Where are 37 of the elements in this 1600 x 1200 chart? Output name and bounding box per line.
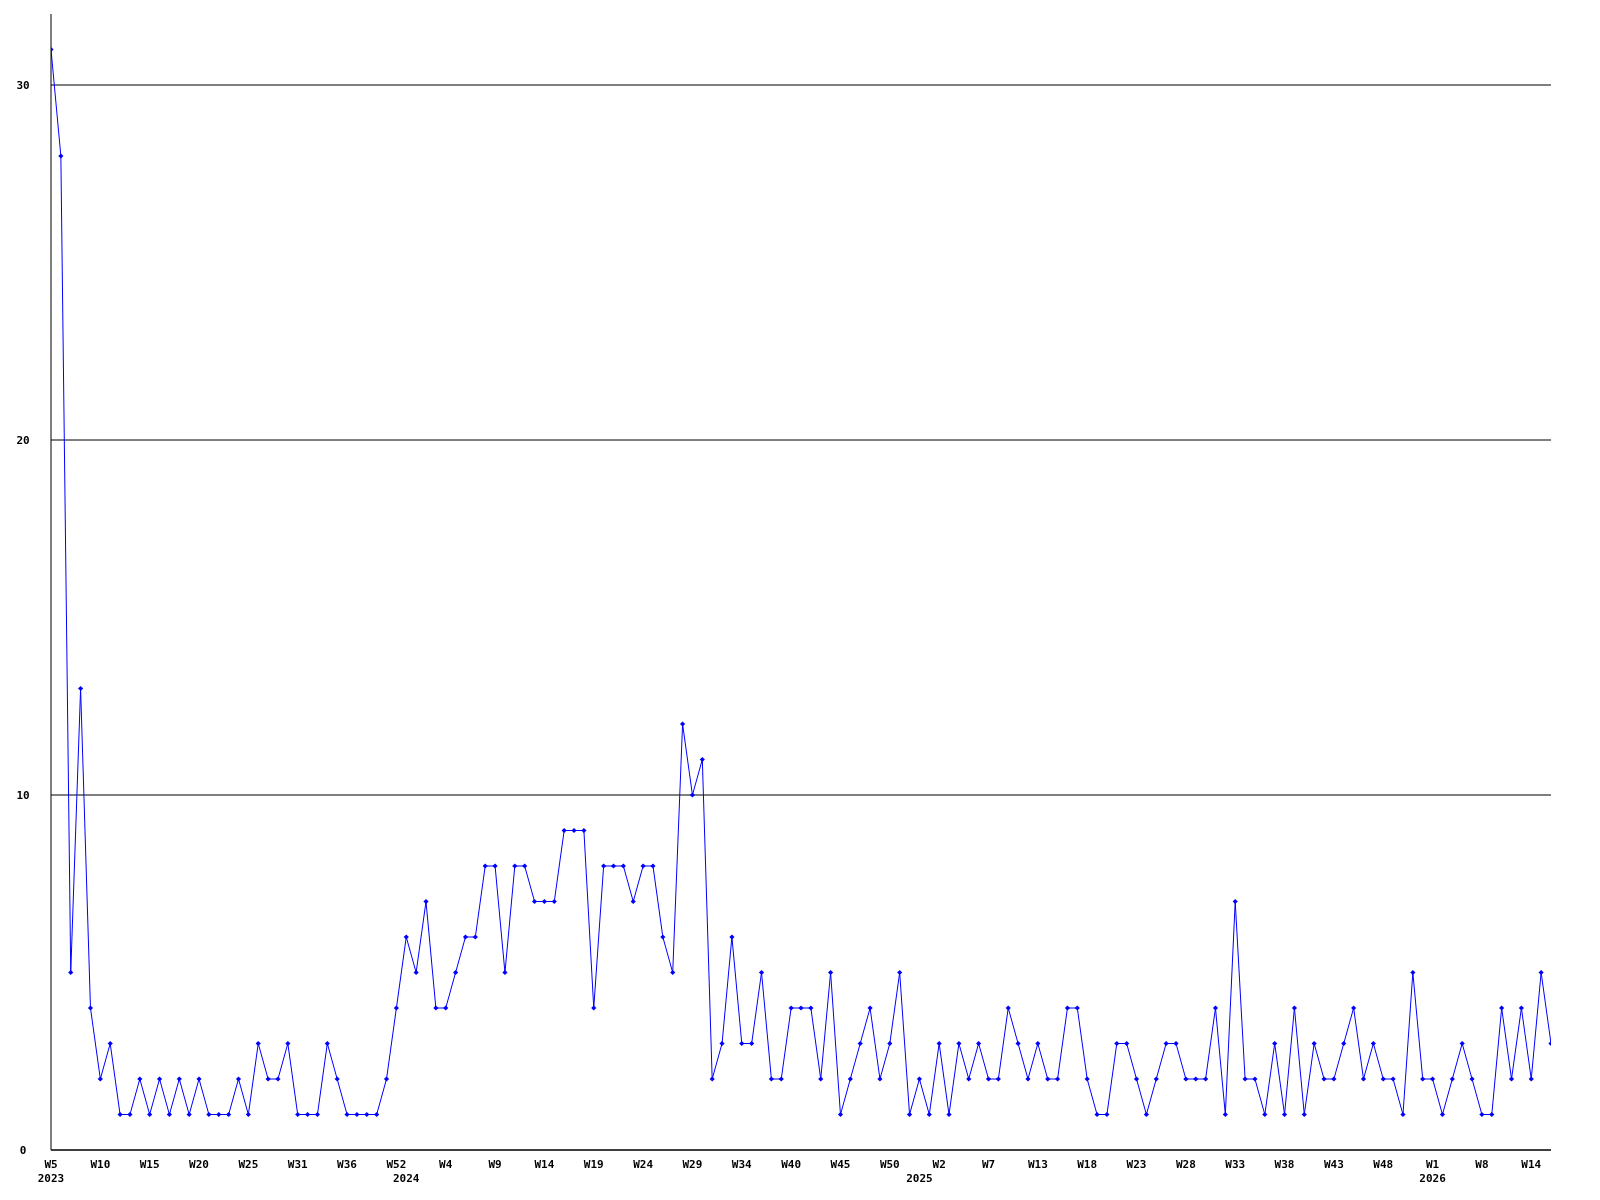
- x-tick-label: W18: [1077, 1158, 1098, 1171]
- x-tick-label: W13: [1027, 1158, 1048, 1171]
- x-tick-label: W24: [633, 1158, 654, 1171]
- x-tick-label: W19: [583, 1158, 604, 1171]
- x-tick-label: W33: [1225, 1158, 1246, 1171]
- x-tick-label: W45: [830, 1158, 851, 1171]
- x-tick-label: W52: [386, 1158, 407, 1171]
- y-tick-label: 30: [16, 78, 30, 92]
- y-tick-label: 10: [16, 788, 30, 802]
- y-tick-label: 0: [19, 1143, 27, 1157]
- x-tick-label: 2024: [393, 1172, 420, 1185]
- x-tick-label: W50: [879, 1158, 900, 1171]
- x-tick-label: W43: [1323, 1158, 1344, 1171]
- x-tick-label: W14: [534, 1158, 555, 1171]
- x-tick-label: W31: [287, 1158, 309, 1171]
- x-tick-label: W36: [337, 1158, 358, 1171]
- x-tick-label: W7: [981, 1158, 996, 1171]
- x-tick-label: W29: [682, 1158, 703, 1171]
- x-tick-label: W25: [238, 1158, 259, 1171]
- x-tick-label: W48: [1373, 1158, 1394, 1171]
- x-tick-label: W15: [139, 1158, 160, 1171]
- x-tick-label: W1 2026: [1419, 1158, 1447, 1185]
- x-tick-label: W5 2023: [37, 1158, 65, 1185]
- x-tick-label: W10: [90, 1158, 111, 1171]
- x-tick-label: W34: [731, 1158, 753, 1171]
- x-tick-label: W28: [1175, 1158, 1196, 1171]
- x-tick-label: W23: [1126, 1158, 1147, 1171]
- x-tick-label: W20: [189, 1158, 209, 1171]
- x-tick-label: W2: [932, 1158, 946, 1171]
- x-tick-label: W14: [1521, 1158, 1542, 1171]
- x-tick-label: W9: [488, 1158, 502, 1171]
- x-tick-label: W38: [1274, 1158, 1295, 1171]
- y-tick-label: 20: [16, 433, 30, 447]
- x-tick-label: W8: [1475, 1158, 1489, 1171]
- x-tick-label: W40: [781, 1158, 802, 1171]
- x-tick-label: W4: [439, 1158, 453, 1171]
- x-tick-label: 2025: [906, 1172, 933, 1185]
